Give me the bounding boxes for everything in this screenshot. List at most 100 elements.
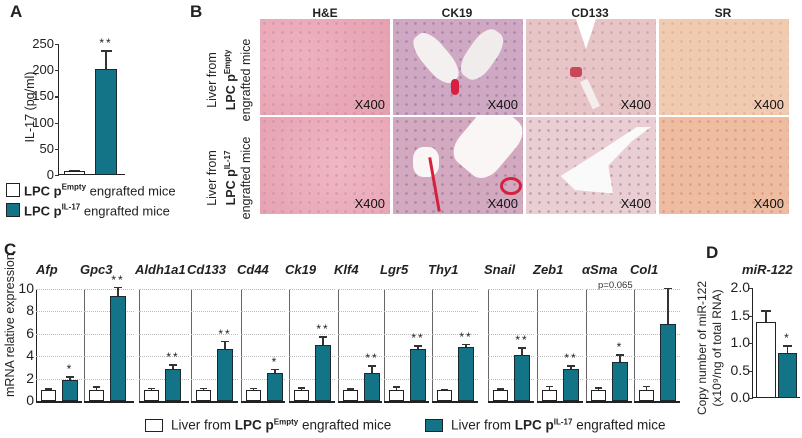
bar-Aldh1a1-il17-error-cap (169, 364, 177, 366)
bar-Aldh1a1-il17-significance: ** (166, 350, 180, 365)
panel-a-tick-mark (55, 70, 59, 72)
bar-Gpc3-il17-error-bar (117, 286, 119, 296)
bar-Zeb1-il17-error-cap (567, 365, 575, 367)
gridline (586, 378, 632, 380)
col-head-ck19: CK19 (441, 6, 473, 20)
panel-c-axis-2 (139, 289, 141, 401)
bar-Cd44-il17 (267, 373, 283, 401)
gridline (634, 311, 680, 313)
col-head-cd133: CD133 (571, 6, 609, 20)
gridline (338, 378, 382, 380)
gridline (84, 333, 134, 335)
gridline (191, 311, 238, 313)
gridline (432, 333, 478, 335)
gene-label-Col1: Col1 (630, 262, 659, 277)
panel-c-axis-0 (36, 289, 38, 401)
gridline (384, 289, 429, 290)
panel-c-axis-5 (289, 289, 291, 401)
gridline (191, 356, 238, 358)
bar-Ck19-empty (294, 389, 309, 401)
gridline (36, 311, 82, 313)
gridline (488, 356, 534, 358)
panel-c-axis-3 (191, 289, 193, 401)
gridline (634, 333, 680, 335)
bar-Lgr5-il17-error-bar (417, 345, 419, 350)
panel-c-tick: 10 (18, 280, 34, 296)
gridline (241, 311, 285, 313)
legend-swatch-empty (6, 183, 20, 198)
bar-Cd44-empty (246, 389, 261, 401)
bar-Afp-il17-error-bar (69, 376, 71, 380)
gridline (537, 289, 583, 290)
panel-d-tick: 2.0 (730, 279, 750, 295)
panel-a-tick-mark (55, 96, 59, 98)
panel-a-tick-mark (55, 148, 59, 150)
gridline (84, 378, 134, 380)
panel-a-tick: 150 (32, 88, 54, 104)
gene-label-Cd133: Cd133 (187, 262, 227, 277)
bar-Thy1-il17-significance: ** (459, 329, 473, 344)
bar-Aldh1a1-il17-error-bar (172, 364, 174, 369)
panel-c-axis-10 (537, 289, 539, 401)
bar-Thy1-empty-error-cap (440, 388, 449, 391)
gridline (488, 311, 534, 313)
bar-Lgr5-il17-error-cap (414, 345, 422, 347)
gridline (586, 289, 632, 290)
panel-d-tick: 0.5 (730, 361, 750, 378)
panel-a-tick: 50 (39, 140, 54, 156)
gridline (634, 378, 680, 380)
panel-c-axis-9 (488, 289, 490, 401)
bar-Zeb1-il17-error-bar (570, 365, 572, 369)
bar-Lgr5-il17-significance: ** (411, 331, 425, 345)
gene-label-Afp: Afp (36, 262, 58, 277)
panel-d-xaxis (752, 397, 800, 399)
gene-label-Zeb1: Zeb1 (533, 262, 564, 277)
col-head-he: H&E (312, 6, 338, 20)
bar-Zeb1-il17 (563, 368, 579, 401)
bar-mir122-empty-error-bar (765, 310, 767, 323)
bar-Gpc3-il17-error-cap (114, 286, 122, 289)
panel-c-axis-8 (432, 289, 434, 401)
panel-c-axis-4 (241, 289, 243, 401)
panel-c-xaxis-9 (488, 401, 534, 403)
bar-Aldh1a1-empty-error-cap (147, 387, 156, 390)
bar-mir122-il17-error-bar (786, 345, 789, 353)
bar-mir122-il17-significance: * (784, 331, 791, 346)
gridline (384, 333, 429, 335)
panel-c-tick: 0 (26, 392, 34, 408)
bar-Snail-il17 (514, 355, 530, 401)
bar-Cd44-empty-error-cap (249, 387, 258, 390)
gridline (586, 333, 632, 335)
panel-d-tick-mark (749, 343, 753, 345)
panel-b-label: B (190, 2, 203, 21)
bar-il17-empty-error-cap (69, 169, 80, 172)
gridline (191, 378, 238, 380)
panel-a-tick: 200 (32, 62, 54, 78)
gridline (432, 311, 478, 313)
gridline (488, 333, 534, 335)
panel-c-xaxis-2 (139, 401, 189, 403)
bar-Thy1-il17-error-cap (462, 343, 470, 346)
bar-Col1-il17-error-cap (664, 287, 672, 290)
bar-Gpc3-il17 (110, 295, 126, 401)
bar-Lgr5-empty (389, 389, 404, 401)
gene-label-Cd44: Cd44 (237, 262, 269, 277)
panel-c-axis-7 (384, 289, 386, 401)
panel-a-yaxis (58, 44, 60, 175)
gridline (338, 311, 382, 313)
panel-d-tick: 1.5 (730, 306, 750, 323)
gridline (634, 356, 680, 358)
gridline (139, 356, 189, 358)
bar-Cd44-il17-significance: * (271, 354, 279, 369)
gene-label-αSma: αSma (582, 262, 618, 277)
panel-a-legend-il17: LPC pIL-17 engrafted mice (6, 203, 170, 218)
gridline (338, 333, 382, 335)
panel-a-tick-mark (55, 175, 59, 177)
bar-Klf4-il17-significance: ** (365, 351, 379, 366)
gridline (241, 356, 285, 358)
panel-c-legend-empty: Liver from LPC pEmpty engrafted mice (145, 417, 391, 433)
gene-label-Lgr5: Lgr5 (380, 262, 409, 277)
image-ck19-il17: X400 (393, 117, 523, 214)
bar-Lgr5-empty-error-cap (392, 386, 401, 389)
gene-label-Snail: Snail (484, 262, 516, 277)
